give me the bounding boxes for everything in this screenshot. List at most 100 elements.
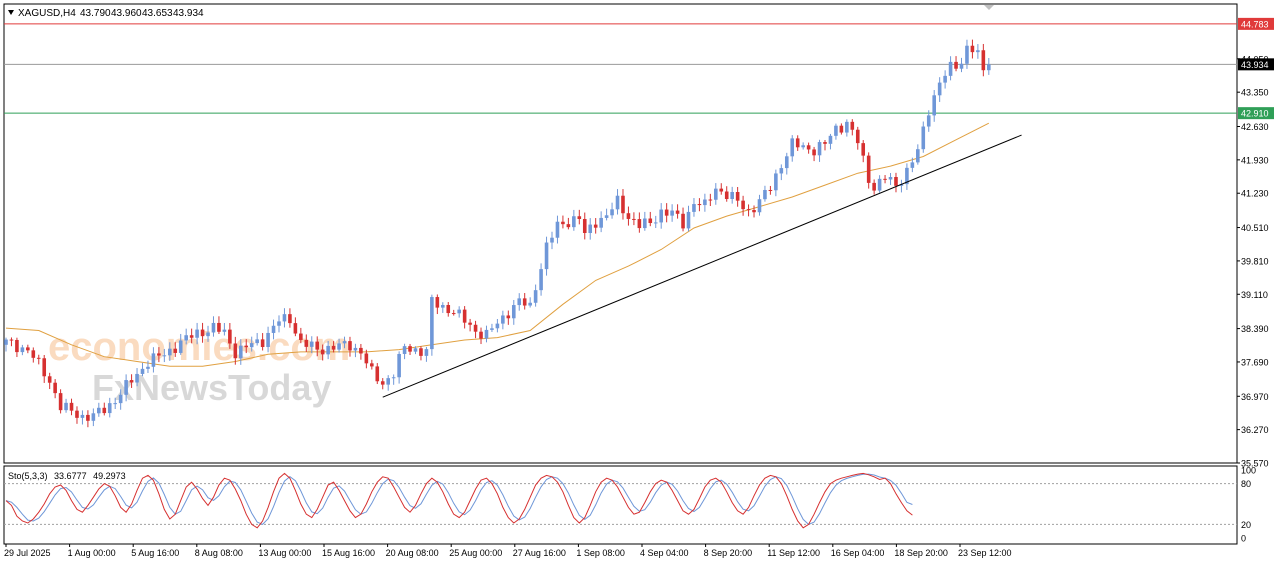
candle [976, 44, 980, 59]
candle [91, 408, 96, 427]
candle [970, 39, 975, 59]
candle [97, 402, 101, 417]
level-tag-support [1238, 107, 1274, 120]
candle [806, 142, 811, 154]
price-tick-label: 37.690 [1241, 357, 1269, 367]
candle [413, 346, 418, 355]
candle [866, 152, 871, 189]
candle [839, 123, 844, 135]
candle [812, 146, 816, 162]
candle [719, 183, 724, 195]
candle [140, 362, 145, 377]
candle [724, 186, 729, 202]
candle [544, 236, 549, 276]
level-tag-resistance [1238, 17, 1274, 30]
candle [959, 57, 964, 73]
candle [53, 379, 57, 399]
candle [36, 354, 41, 365]
candle [320, 344, 325, 361]
watermark: economies.com FxNewsToday [48, 325, 350, 408]
trendline-group[interactable] [382, 134, 1022, 398]
time-tick-label: 8 Aug 08:00 [195, 548, 243, 558]
candle [15, 337, 19, 358]
candle [790, 135, 795, 162]
candle [462, 306, 467, 329]
time-axis: 29 Jul 2025 1 Aug 00:00 5 Aug 16:00 8 Aug 0… [4, 544, 1012, 558]
candle [965, 39, 969, 69]
candle [681, 207, 685, 232]
candle [370, 359, 374, 370]
level-price-labels: 44.783 43.934 42.910 [1238, 17, 1274, 120]
candle [58, 389, 63, 414]
candle [473, 320, 478, 339]
price-tick-label: 41.930 [1241, 155, 1269, 165]
stochastic-scale-label: 0 [1241, 534, 1246, 544]
candle [468, 318, 472, 332]
candle [118, 389, 123, 410]
open-value: 43.790 [80, 8, 111, 19]
candle [364, 349, 369, 369]
chart-header: XAGUSD,H4 43.790 43.960 43.653 43.934 [8, 8, 204, 19]
level-label-resistance: 44.783 [1241, 19, 1269, 29]
candle [129, 374, 134, 388]
moving-average [5, 122, 990, 367]
candle [424, 346, 429, 362]
candle [391, 374, 396, 385]
candle [157, 347, 161, 363]
level-label-support: 42.910 [1241, 109, 1269, 119]
candle [20, 344, 25, 356]
price-tick-label: 36.270 [1241, 425, 1269, 435]
moving-average-line [5, 122, 990, 367]
candle [337, 338, 341, 353]
time-tick-label: 1 Sep 08:00 [576, 548, 625, 558]
candle [987, 57, 991, 75]
candle [315, 336, 320, 357]
triangle-down-icon[interactable] [8, 10, 14, 15]
candle [249, 336, 254, 352]
candle [697, 198, 702, 212]
candle [599, 211, 603, 233]
candle [888, 173, 893, 185]
shift-marker-icon[interactable] [984, 5, 994, 10]
candle [779, 164, 784, 181]
candle [86, 410, 90, 428]
candle [451, 309, 456, 316]
candle [353, 343, 358, 358]
candle [342, 336, 347, 349]
candle [528, 297, 532, 308]
candle [659, 203, 663, 229]
time-tick-label: 4 Sep 04:00 [640, 548, 689, 558]
candle [107, 397, 112, 418]
stochastic-scale-label: 80 [1241, 479, 1251, 489]
price-tick-label: 39.110 [1241, 290, 1268, 300]
candle [948, 56, 953, 81]
candle [910, 157, 915, 173]
candle [621, 189, 625, 220]
low-value: 43.653 [142, 8, 173, 19]
candle [386, 375, 390, 391]
candle [850, 119, 855, 136]
candle [714, 183, 718, 205]
price-tick-label: 35.570 [1241, 459, 1269, 469]
candle [572, 209, 576, 231]
candle [419, 346, 423, 361]
candle [675, 204, 680, 219]
candle [653, 215, 658, 229]
stochastic-scale-label: 20 [1241, 520, 1251, 530]
level-label-current: 43.934 [1241, 60, 1269, 70]
trendline[interactable] [382, 134, 1022, 398]
candle [113, 397, 117, 409]
candle [80, 410, 85, 425]
candle [768, 185, 773, 195]
candle [282, 308, 287, 328]
candle [610, 202, 614, 219]
candle [741, 195, 745, 216]
time-tick-label: 15 Aug 16:00 [322, 548, 375, 558]
stochastic-indicator [4, 472, 1237, 529]
candle [670, 204, 674, 222]
candle [479, 327, 483, 345]
time-tick-label: 16 Sep 04:00 [831, 548, 885, 558]
candle [855, 126, 860, 150]
